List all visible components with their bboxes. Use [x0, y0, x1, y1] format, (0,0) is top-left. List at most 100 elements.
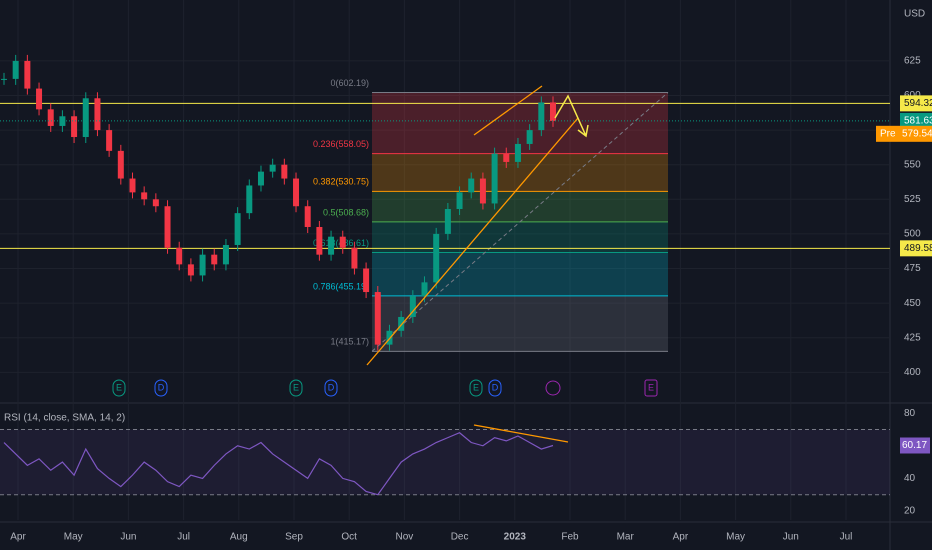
- rsi-tag: [900, 437, 930, 454]
- candle-body: [421, 282, 428, 297]
- event-icon: [469, 379, 483, 397]
- y-tick-label: 475: [904, 263, 921, 274]
- x-tick-label: 2023: [504, 532, 527, 543]
- event-icon: [154, 379, 168, 397]
- rsi-line: [3, 432, 554, 496]
- candle-body: [129, 178, 136, 193]
- x-tick-label: Apr: [10, 532, 26, 543]
- event-label: D: [492, 382, 499, 392]
- x-tick-label: Sep: [285, 532, 303, 543]
- fib-band: [372, 295, 668, 352]
- x-tick-label: May: [64, 532, 83, 543]
- candle-body: [141, 192, 148, 200]
- candle-body: [71, 116, 78, 138]
- rsi-tag-label: 60.17: [902, 440, 927, 451]
- candle-body: [316, 226, 323, 255]
- event-icon: [488, 379, 502, 397]
- price-tag-label: 581.63: [904, 116, 932, 127]
- pre-tag-label: 579.54: [902, 128, 932, 139]
- candle-body: [363, 268, 370, 293]
- event-icon: [112, 379, 126, 397]
- candle-body: [281, 164, 288, 179]
- event-icon: [545, 380, 561, 396]
- candle-body: [164, 206, 171, 248]
- y-tick-label: 450: [904, 298, 921, 309]
- candle-body: [456, 192, 463, 209]
- event-icon: [289, 379, 303, 397]
- x-tick-label: Jul: [840, 532, 853, 543]
- candle-body: [12, 60, 19, 79]
- price-tag-label: 594.32: [904, 98, 932, 109]
- rsi-tick-label: 80: [904, 408, 916, 419]
- candle-body: [444, 208, 451, 234]
- fib-band: [372, 252, 668, 296]
- pre-tag-name: Pre: [880, 128, 896, 139]
- y-tick-label: 400: [904, 367, 921, 378]
- candle-body: [479, 178, 486, 204]
- price-tag: [900, 240, 932, 257]
- rsi-tick-label: 20: [904, 506, 916, 517]
- event-label: E: [648, 382, 654, 392]
- event-icon: [644, 379, 658, 397]
- candle-body: [304, 206, 311, 227]
- candle-body: [514, 143, 521, 162]
- y-tick-label: 550: [904, 159, 921, 170]
- candle-body: [211, 254, 218, 265]
- y-tick-label: 500: [904, 229, 921, 240]
- fib-label: 0.382(530.75): [313, 177, 369, 187]
- candle-body: [293, 178, 300, 207]
- candle-body: [152, 199, 159, 207]
- candle-body: [246, 185, 253, 214]
- x-tick-label: Mar: [617, 532, 635, 543]
- candle-body: [491, 153, 498, 204]
- fib-label: 1(415.17): [330, 337, 369, 347]
- candle-body: [222, 244, 229, 265]
- event-label: E: [473, 382, 479, 392]
- candle-body: [550, 102, 556, 121]
- candle-body: [398, 316, 405, 331]
- price-tag: [900, 95, 932, 112]
- price-tag: [900, 112, 932, 129]
- currency: USD: [904, 9, 925, 20]
- candle-body: [82, 98, 89, 138]
- candle-body: [176, 247, 183, 265]
- price-tag-label: 489.58: [904, 243, 932, 254]
- x-tick-label: Jun: [783, 532, 799, 543]
- arrow-drawing: [554, 94, 589, 138]
- x-tick-label: Feb: [561, 532, 579, 543]
- x-tick-label: Aug: [230, 532, 248, 543]
- candle-body: [269, 164, 276, 172]
- candle-body: [374, 292, 381, 345]
- rsi-trend: [473, 424, 569, 443]
- trend-line: [473, 85, 543, 136]
- x-tick-label: Apr: [673, 532, 689, 543]
- rsi-tick-label: 40: [904, 473, 916, 484]
- event-icon: [324, 379, 338, 397]
- candle-body: [36, 88, 43, 110]
- candle-body: [433, 233, 440, 283]
- x-tick-label: Jun: [120, 532, 136, 543]
- candle-body: [257, 171, 264, 186]
- event-label: E: [293, 382, 299, 392]
- x-tick-label: Nov: [396, 532, 414, 543]
- candle-body: [538, 102, 545, 131]
- candle-body: [526, 130, 533, 144]
- fib-band: [372, 221, 668, 253]
- candle-body: [94, 98, 101, 131]
- candle-body: [59, 116, 66, 126]
- candle-body: [409, 296, 416, 317]
- x-tick-label: Oct: [341, 532, 357, 543]
- rsi-band: [0, 429, 890, 495]
- candle-body: [328, 236, 335, 255]
- event-label: D: [158, 382, 165, 392]
- candle-body: [351, 247, 358, 269]
- x-tick-label: Jul: [177, 532, 190, 543]
- fib-band: [372, 191, 668, 222]
- fib-label: 0.786(455.19): [313, 281, 369, 291]
- candle-body: [24, 60, 31, 89]
- candle-body: [234, 213, 241, 245]
- rsi-title: RSI (14, close, SMA, 14, 2): [4, 413, 125, 424]
- candle-body: [106, 130, 113, 151]
- fib-label: 0(602.19): [330, 78, 369, 88]
